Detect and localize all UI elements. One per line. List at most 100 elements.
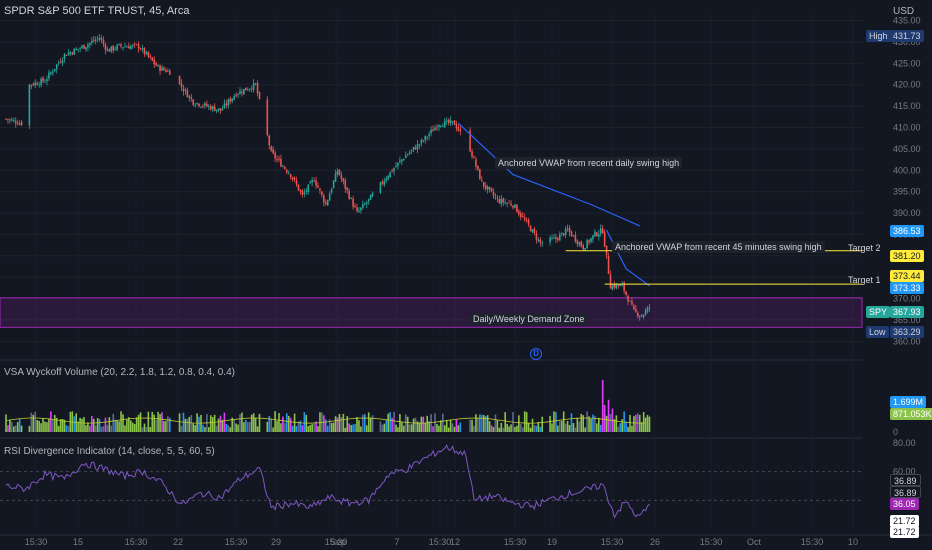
candle-body [330, 189, 333, 193]
candle-body [155, 63, 157, 66]
candle-body [381, 181, 384, 184]
demand-zone [0, 297, 863, 328]
candle-body [211, 106, 214, 110]
candle-body [404, 155, 407, 159]
price-tick-label: 390.00 [893, 208, 921, 218]
volume-bar [594, 415, 596, 432]
price-tick-label: 410.00 [893, 123, 921, 133]
candle-body [293, 178, 296, 180]
volume-bar [307, 426, 310, 432]
volume-bar [344, 427, 347, 432]
volume-bar [44, 421, 46, 432]
candle-body [560, 232, 563, 234]
volume-bar [599, 424, 602, 432]
volume-bar [225, 423, 228, 432]
volume-bar [506, 423, 508, 432]
candle-body [367, 198, 370, 202]
volume-bar [227, 425, 230, 432]
volume-bar [592, 414, 594, 432]
candle-body [137, 43, 140, 49]
candle-body [186, 90, 189, 98]
volume-bar [139, 412, 142, 432]
candle-body [527, 219, 530, 225]
candle-body [126, 46, 128, 48]
price-tick-label: 435.00 [893, 16, 921, 26]
candle-body [284, 166, 286, 170]
candle-body [221, 108, 224, 111]
volume-bar [393, 411, 395, 432]
volume-bar [609, 414, 612, 432]
volume-bar [381, 424, 384, 432]
rsi-badge-e: 21.72 [890, 526, 919, 538]
candle-body [566, 228, 569, 230]
volume-bar [188, 416, 191, 432]
volume-bar [96, 418, 99, 432]
price-tick-label: 425.00 [893, 58, 921, 68]
volume-bar [523, 411, 526, 432]
volume-bar [112, 413, 115, 432]
volume-bar [63, 419, 66, 432]
candle-body [607, 256, 610, 274]
candle-body [599, 228, 602, 234]
volume-bar [334, 416, 337, 432]
time-tick-label: 15:30 [429, 537, 452, 547]
volume-bar [560, 420, 563, 432]
volume-bar [520, 424, 522, 432]
volume-bar [194, 425, 196, 432]
volume-bar [580, 413, 583, 432]
volume-bar [418, 422, 421, 432]
candle-body [61, 60, 64, 64]
candle-body [637, 312, 639, 317]
candle-body [529, 225, 532, 232]
candle-body [346, 187, 349, 191]
volume-bar [57, 425, 60, 432]
time-tick-label: 29 [271, 537, 281, 547]
rsi-badge-b: 36.89 [890, 486, 921, 498]
candle-body [196, 102, 198, 104]
volume-bar [169, 417, 171, 432]
volume-bar [100, 426, 103, 432]
candle-body [535, 233, 538, 240]
chart-title: SPDR S&P 500 ETF TRUST, 45, Arca [4, 5, 190, 17]
volume-bar [211, 417, 214, 432]
volume-bar [186, 418, 189, 432]
rsi-indicator-title[interactable]: RSI Divergence Indicator (14, close, 5, … [4, 446, 215, 457]
candle-body [629, 300, 631, 302]
candle-body [313, 180, 315, 182]
volume-bar [108, 417, 111, 432]
candle-body [486, 186, 489, 190]
volume-indicator-title[interactable]: VSA Wyckoff Volume (20, 2.2, 1.8, 1.2, 0… [4, 367, 235, 378]
candle-body [188, 96, 191, 98]
volume-bar [213, 414, 216, 432]
volume-bar [350, 425, 352, 432]
volume-bar [340, 417, 343, 432]
volume-bar [120, 411, 122, 432]
candle-body [282, 166, 284, 168]
volume-bar [178, 413, 181, 432]
dividend-marker[interactable]: D [530, 348, 542, 360]
volume-bar [293, 413, 296, 432]
candle-body [50, 72, 52, 74]
volume-bar [239, 414, 241, 432]
candle-body [642, 314, 645, 318]
candle-body [204, 103, 206, 106]
candle-body [512, 205, 514, 208]
candle-body [445, 120, 448, 122]
candle-body [516, 205, 518, 213]
candle-body [213, 106, 216, 111]
candle-body [584, 248, 586, 251]
candle-body [389, 171, 391, 178]
volume-bar [356, 417, 358, 432]
volume-bar [237, 424, 239, 432]
volume-bar [137, 414, 140, 432]
rsi-badge-c: 36.05 [890, 498, 919, 510]
candle-body [258, 92, 261, 100]
volume-bar [621, 419, 623, 432]
volume-bar [559, 421, 561, 432]
volume-bar [303, 412, 306, 432]
volume-bar [124, 425, 126, 432]
volume-bar [603, 404, 606, 432]
candle-body [305, 190, 308, 192]
candle-body [167, 70, 169, 72]
